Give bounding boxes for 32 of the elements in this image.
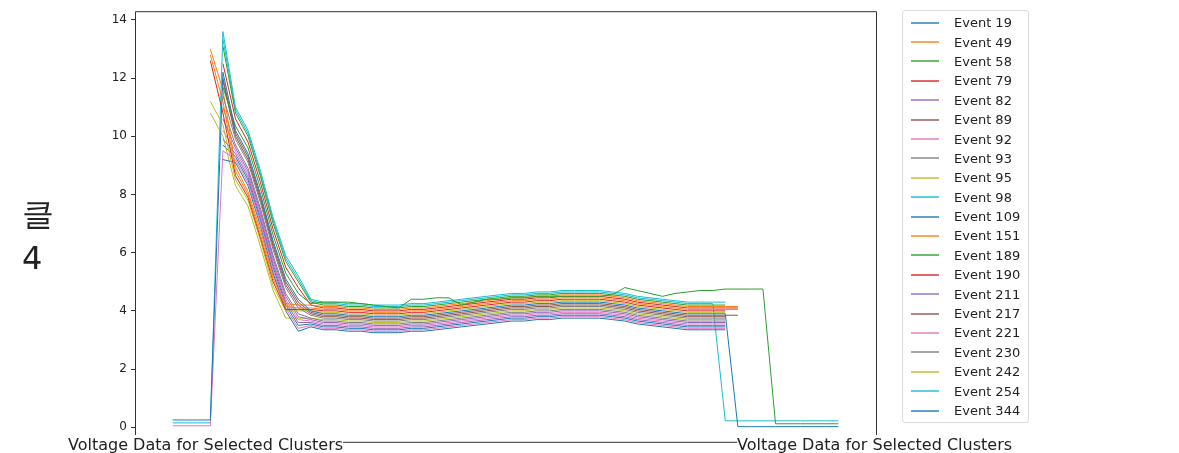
text: 클 4	[22, 192, 54, 280]
legend-label: Event 82	[954, 92, 1012, 108]
legend-label: Event 242	[954, 364, 1021, 380]
legend-label: Event 93	[954, 150, 1012, 166]
y-tick-label: 4	[119, 303, 127, 317]
y-tick-label: 12	[111, 70, 127, 85]
y-tick-label: 2	[119, 361, 127, 376]
legend-label: Event 254	[954, 383, 1021, 399]
y-tick-label: 10	[111, 128, 127, 143]
legend-label: Event 221	[954, 325, 1021, 341]
legend-label: Event 49	[954, 34, 1012, 50]
y-tick-label: 8	[119, 186, 127, 201]
legend-label: Event 58	[954, 53, 1012, 69]
legend-label: Event 109	[954, 209, 1021, 225]
y-tick-label: 0	[119, 419, 127, 434]
legend-label: Event 19	[954, 15, 1012, 31]
legend-label: Event 79	[954, 73, 1012, 89]
legend-label: Event 211	[954, 286, 1021, 302]
legend-label: Event 151	[954, 228, 1021, 244]
legend-label: Event 230	[954, 344, 1021, 360]
legend-label: Event 344	[954, 403, 1021, 418]
legend-label: Event 95	[954, 170, 1012, 186]
annotation: Voltage Data for Selected Clusters	[68, 435, 344, 453]
legend-label: Event 190	[954, 267, 1021, 283]
legend-label: Event 89	[954, 112, 1012, 128]
y-tick-label: 14	[111, 12, 127, 27]
legend-label: Event 217	[954, 306, 1021, 322]
legend-label: Event 98	[954, 189, 1012, 205]
y-tick-label: 6	[119, 244, 127, 259]
legend-label: Event 92	[954, 131, 1012, 147]
legend-label: Event 189	[954, 247, 1021, 263]
annotation: Voltage Data for Selected Clusters	[737, 435, 1013, 453]
